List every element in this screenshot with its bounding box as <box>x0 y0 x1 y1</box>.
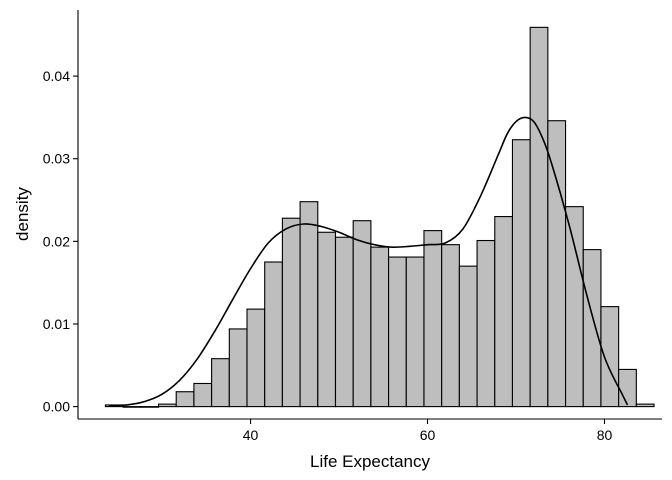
y-axis-title: density <box>13 187 32 241</box>
histogram-bar <box>547 120 567 408</box>
y-tick-label: 0.00 <box>43 399 70 415</box>
histogram-bar <box>582 249 602 408</box>
histogram-bar <box>157 403 177 408</box>
histogram-bar <box>618 368 637 408</box>
histogram-bar <box>122 406 142 408</box>
histogram-bar <box>140 406 160 408</box>
y-tick-label: 0.02 <box>43 233 70 249</box>
histogram-bar <box>175 391 195 408</box>
y-tick-label: 0.03 <box>43 151 70 167</box>
histogram-bar <box>441 244 460 408</box>
histogram-bar <box>476 239 496 408</box>
histogram-bar <box>388 256 407 408</box>
histogram-bar <box>299 201 319 408</box>
histogram-bar <box>246 308 266 408</box>
histogram-bars <box>104 26 655 408</box>
density-curve <box>108 116 629 407</box>
x-tick-label: 60 <box>420 427 436 443</box>
histogram-bar <box>193 382 213 408</box>
histogram-bar <box>529 26 549 408</box>
histogram-bar <box>264 261 283 408</box>
histogram-bar <box>565 206 584 408</box>
histogram-bar <box>317 231 337 408</box>
histogram-bar <box>228 328 248 408</box>
y-axis-ticks: 0.00 0.01 0.02 0.03 0.04 <box>43 68 78 415</box>
histogram-bar <box>423 230 443 408</box>
x-axis-title: Life Expectancy <box>310 452 431 471</box>
histogram-bar <box>600 306 620 408</box>
histogram-bar <box>211 358 230 408</box>
histogram-bar <box>494 216 514 408</box>
histogram-bar <box>281 217 301 408</box>
histogram-bar <box>405 256 425 408</box>
histogram-bar <box>635 403 655 408</box>
y-tick-label: 0.04 <box>43 68 70 84</box>
histogram-bar <box>352 220 372 408</box>
histogram-bar <box>370 246 390 408</box>
x-tick-label: 80 <box>597 427 613 443</box>
x-tick-label: 40 <box>243 427 259 443</box>
histogram-bar <box>511 139 531 408</box>
y-tick-label: 0.01 <box>43 316 70 332</box>
histogram-bar <box>334 236 354 408</box>
x-axis-ticks: 40 60 80 <box>243 419 613 443</box>
histogram-bar <box>458 265 478 408</box>
